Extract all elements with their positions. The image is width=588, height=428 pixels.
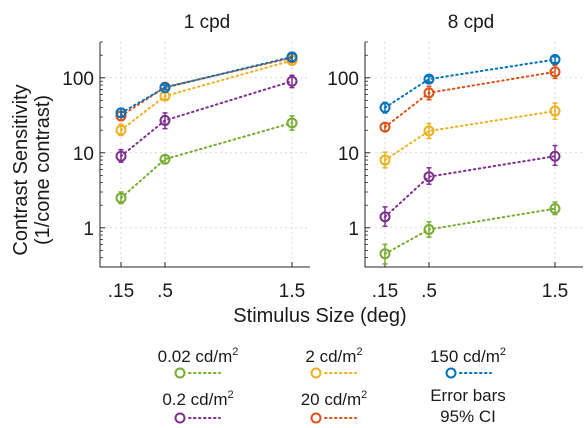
panel-title: 1 cpd	[184, 12, 230, 33]
x-tick-label: .15	[108, 281, 134, 302]
legend-marker	[310, 367, 322, 379]
series-group	[379, 54, 561, 265]
y-axis-label: Contrast Sensitivity	[10, 84, 32, 255]
x-axis-label: Stimulus Size (deg)	[233, 305, 406, 327]
data-point	[159, 82, 171, 94]
axes	[364, 42, 583, 268]
ticks: 1 10 100 .15 .5 1.5	[327, 41, 568, 302]
y-axis-label-group: Contrast Sensitivity (1/cone contrast)	[10, 84, 54, 255]
x-tick-label: 1.5	[542, 281, 568, 302]
panel-1-cpd: 1 cpd 1 10 100 .15 .5 1.5	[62, 12, 310, 302]
legend-label-0.02: 0.02 cd/m2	[158, 346, 239, 366]
legend-error-bars-line1: Error bars	[430, 386, 506, 405]
legend-label-150: 150 cd/m2	[430, 346, 506, 366]
data-point	[115, 107, 127, 119]
data-point	[286, 75, 298, 87]
legend-label-2: 2 cd/m2	[305, 346, 362, 366]
x-tick-label: .5	[157, 281, 173, 302]
data-point	[549, 150, 561, 162]
data-point	[159, 114, 171, 126]
y-tick-label: 100	[327, 69, 359, 90]
data-point	[549, 54, 561, 66]
data-point	[379, 121, 391, 133]
data-point	[549, 105, 561, 117]
data-point	[549, 203, 561, 215]
data-point	[115, 192, 127, 204]
series-line	[120, 55, 293, 114]
data-point	[379, 248, 391, 260]
data-point	[549, 66, 561, 78]
series-line	[384, 70, 556, 129]
series-group	[115, 51, 298, 205]
data-point	[379, 102, 391, 114]
y-tick-label: 100	[62, 69, 94, 90]
ticks: 1 10 100 .15 .5 1.5	[62, 41, 305, 302]
x-tick-label: 1.5	[279, 281, 305, 302]
legend-label-0.2: 0.2 cd/m2	[162, 389, 233, 409]
data-point	[423, 125, 435, 137]
legend: 0.02 cd/m2 2 cd/m2 150 cd/m2 0.2 cd/m2 2…	[158, 346, 506, 426]
legend-marker	[174, 367, 186, 379]
data-point	[423, 171, 435, 183]
data-point	[379, 211, 391, 223]
y-tick-label: 1	[348, 219, 359, 240]
x-tick-label: .5	[421, 281, 437, 302]
y-tick-label: 10	[338, 144, 359, 165]
series-line	[384, 58, 556, 109]
data-point	[423, 73, 435, 85]
legend-marker	[174, 412, 186, 424]
legend-marker	[310, 412, 322, 424]
data-point	[423, 87, 435, 99]
y-tick-label: 10	[73, 144, 94, 165]
series-line	[384, 207, 556, 255]
panel-8-cpd: 8 cpd 1 10 100 .15 .5 1.5	[327, 12, 583, 302]
legend-label-20: 20 cd/m2	[301, 389, 368, 409]
data-point	[286, 51, 298, 63]
data-point	[115, 150, 127, 162]
legend-error-bars-line2: 95% CI	[440, 407, 496, 426]
series-line	[120, 80, 293, 158]
panel-title: 8 cpd	[448, 12, 494, 33]
legend-swatches	[174, 367, 492, 424]
series-line	[120, 56, 293, 117]
x-tick-label: .15	[372, 281, 398, 302]
data-point	[379, 154, 391, 166]
series-line	[120, 121, 293, 199]
series-line	[384, 155, 556, 218]
y-axis-sublabel: (1/cone contrast)	[32, 95, 54, 245]
legend-marker	[445, 367, 457, 379]
data-point	[286, 117, 298, 129]
series-line	[120, 59, 293, 132]
y-tick-label: 1	[83, 219, 94, 240]
data-point	[115, 124, 127, 136]
data-point	[159, 153, 171, 165]
axes	[99, 42, 310, 268]
grid-lines	[365, 42, 583, 267]
data-point	[423, 223, 435, 235]
grid-lines	[100, 42, 310, 267]
